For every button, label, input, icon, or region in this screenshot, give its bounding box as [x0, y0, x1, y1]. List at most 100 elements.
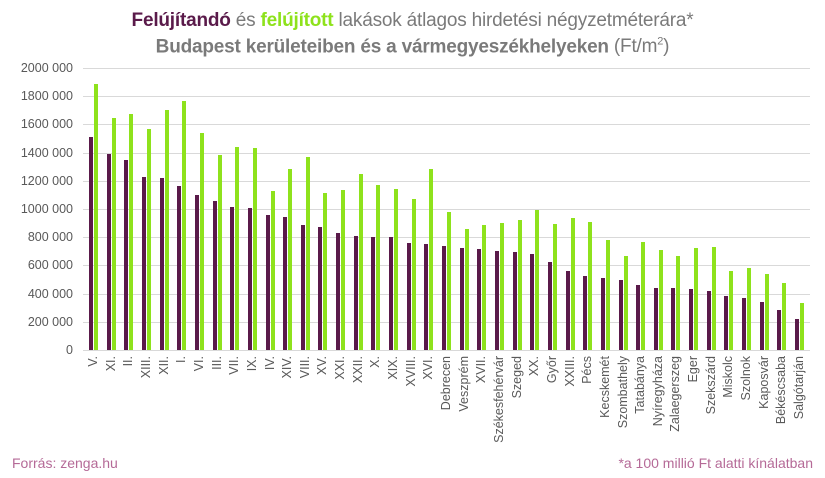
x-tick-wrap: VIII.	[296, 356, 314, 446]
x-tick-label: X.	[368, 356, 383, 368]
bar-felujitando	[177, 185, 182, 350]
x-tick-label: XV.	[315, 356, 330, 376]
x-tick-wrap: Győr	[543, 356, 561, 446]
x-tick-wrap: XVI.	[419, 356, 437, 446]
x-tick-wrap: Szekszárd	[702, 356, 720, 446]
x-tick-label: IX.	[244, 356, 259, 372]
bar-felujitando	[724, 295, 729, 350]
bar-felujitando	[318, 226, 323, 350]
bar-felujitott	[305, 156, 310, 350]
bar-felujitott	[199, 132, 204, 350]
bar-felujitando	[424, 244, 429, 350]
x-tick-label: XI.	[103, 356, 118, 372]
bar-felujitott	[658, 249, 663, 350]
bar-felujitando	[583, 275, 588, 350]
x-tick-label: XIII.	[138, 356, 153, 379]
gridline	[83, 322, 810, 323]
bar-felujitando	[247, 208, 252, 350]
y-tick-label: 2000 000	[20, 61, 73, 75]
x-tick-wrap: VI.	[190, 356, 208, 446]
bar-felujitott	[341, 189, 346, 350]
bar-felujitott	[552, 223, 557, 350]
bar-felujitott	[800, 302, 804, 350]
x-tick-label: Szombathely	[615, 356, 630, 429]
x-tick-wrap: XIII.	[137, 356, 155, 446]
x-tick-wrap: IX.	[243, 356, 261, 446]
y-tick-label: 200 000	[27, 314, 73, 329]
chart-title-line2: Budapest kerületeiben és a vármegyeszékh…	[155, 36, 670, 58]
gridline	[83, 96, 810, 97]
bar-felujitando	[706, 290, 711, 350]
footnote: *a 100 millió Ft alatti kínálatban	[618, 455, 813, 471]
x-tick-label: VI.	[191, 356, 206, 372]
x-tick-wrap: III.	[208, 356, 226, 446]
y-tick-label: 1600 000	[20, 117, 73, 132]
gridline	[83, 294, 810, 295]
x-tick-label: V.	[86, 356, 100, 367]
bar-felujitott	[729, 271, 734, 350]
bar-felujitott	[764, 273, 769, 350]
x-tick-wrap: Nyíregyháza	[649, 356, 667, 446]
x-tick-wrap: Szeged	[508, 356, 526, 446]
bar-felujitando	[89, 137, 93, 350]
bar-felujitando	[618, 280, 623, 350]
x-tick-label: Salgótarján	[792, 356, 806, 420]
x-tick-label: Békéscsaba	[774, 356, 789, 425]
y-tick-label: 800 000	[27, 230, 73, 245]
x-tick-wrap: XIX.	[384, 356, 402, 446]
bar-felujitando	[371, 237, 376, 350]
bar-felujitando	[653, 287, 658, 350]
x-tick-label: II.	[121, 356, 136, 367]
x-tick-label: Szolnok	[739, 356, 754, 401]
bar-felujitando	[795, 318, 799, 350]
bar-felujitott	[623, 256, 628, 350]
bar-felujitando	[689, 288, 694, 350]
bar-felujitott	[747, 267, 752, 350]
bar-felujitott	[694, 247, 699, 350]
x-tick-wrap: IV.	[261, 356, 279, 446]
x-tick-wrap: Szolnok	[737, 356, 755, 446]
bar-felujitott	[429, 168, 434, 350]
bar-felujitando	[477, 249, 482, 350]
y-tick-label: 1000 000	[20, 202, 73, 216]
x-tick-label: XIV.	[280, 356, 295, 379]
x-tick-label: XIX.	[386, 356, 401, 380]
legend-felujitando: Felújítandó	[131, 10, 231, 31]
bar-felujitando	[459, 248, 464, 350]
bar-felujitott	[447, 211, 451, 350]
bar-felujitott	[482, 224, 487, 350]
bar-felujitando	[512, 252, 517, 350]
bar-felujitando	[389, 237, 394, 350]
x-tick-label: Kecskemét	[597, 356, 612, 418]
x-tick-wrap: Debrecen	[437, 356, 455, 446]
x-tick-label: I.	[174, 356, 189, 363]
bar-felujitott	[411, 199, 416, 350]
bar-felujitott	[588, 222, 593, 350]
x-tick-wrap: Székesfehérvár	[490, 356, 508, 446]
x-tick-label: Eger	[686, 356, 701, 383]
y-tick-label: 0	[66, 343, 73, 357]
x-tick-wrap: XIV.	[278, 356, 296, 446]
legend-felujitott: felújított	[260, 10, 334, 31]
x-tick-label: III.	[209, 356, 224, 370]
bar-felujitando	[494, 251, 499, 350]
bar-felujitando	[600, 278, 605, 350]
bar-felujitando	[336, 232, 341, 350]
chart-title-line1: Felújítandó és felújított lakások átlago…	[131, 10, 694, 31]
gridline	[83, 265, 810, 266]
bar-felujitott	[111, 118, 116, 350]
bar-felujitando	[671, 287, 676, 350]
x-tick-label: Debrecen	[439, 356, 453, 411]
x-tick-wrap: VII.	[225, 356, 243, 446]
bar-felujitott	[394, 189, 399, 350]
bar-felujitott	[517, 220, 522, 350]
bar-felujitott	[288, 168, 293, 350]
y-tick-label: 400 000	[27, 286, 73, 301]
x-tick-wrap: Kaposvár	[755, 356, 773, 446]
gridline	[83, 350, 810, 351]
gridline	[83, 181, 810, 182]
x-tick-label: Zalaegerszeg	[668, 356, 683, 432]
bar-felujitott	[570, 218, 575, 350]
x-tick-wrap: Szombathely	[614, 356, 632, 446]
gridline	[83, 209, 810, 210]
